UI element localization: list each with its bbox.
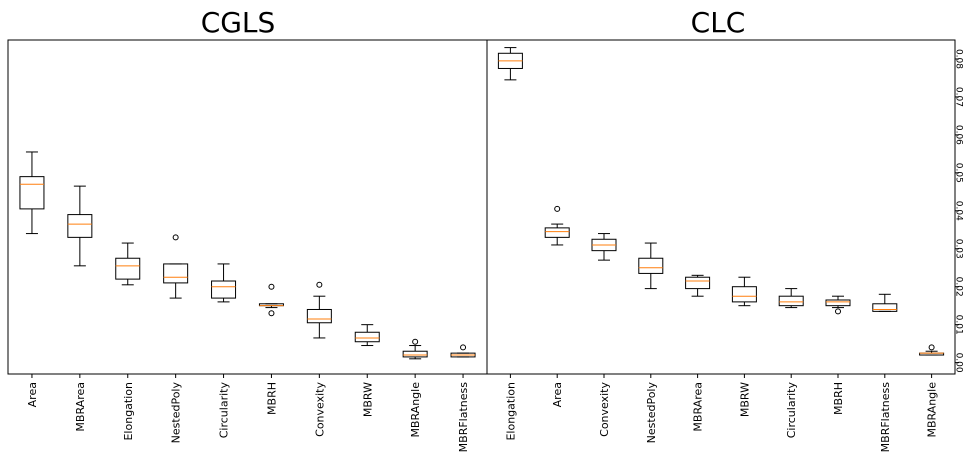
x-tick-label-elongation: Elongation: [122, 382, 135, 441]
panel-title-clc: CLC: [691, 6, 746, 39]
outlier-point: [835, 308, 841, 315]
y-tick-label: 0.08: [953, 49, 963, 69]
x-tick-label-mbrh: MBRH: [832, 382, 845, 415]
clc-box-mbrflatness: [872, 293, 898, 312]
iqr-box: [638, 257, 664, 274]
iqr-box: [354, 331, 380, 343]
clc-box-mbrh: [825, 295, 851, 315]
outlier-point: [172, 234, 179, 241]
x-tick-label-area: Area: [551, 382, 564, 407]
outlier-point: [268, 283, 275, 290]
x-tick-label-elongation: Elongation: [504, 382, 517, 441]
clc-box-mbrangle: [919, 344, 945, 356]
cgls-box-mbrangle: [402, 338, 428, 360]
outlier-point: [412, 338, 419, 345]
cgls-box-nestedpoly: [163, 234, 189, 299]
iqr-box: [306, 308, 332, 324]
clc-box-mbrarea: [685, 274, 711, 297]
y-tick-label: 0.01: [953, 315, 963, 335]
x-tick-label-area: Area: [26, 382, 39, 407]
x-tick-label-mbrw: MBRW: [361, 382, 374, 417]
x-tick-label-mbrflatness: MBRFlatness: [457, 382, 470, 453]
iqr-box: [67, 214, 93, 238]
clc-box-circularity: [778, 288, 804, 309]
outlier-point: [928, 344, 935, 351]
x-tick-label-circularity: Circularity: [218, 382, 231, 439]
cgls-box-area: [19, 151, 45, 235]
clc-box-mbrw: [731, 276, 757, 307]
cgls-box-mbrh: [258, 283, 284, 317]
clc-panel: Elongation Area Convexity NestedPoly MBRArea…: [497, 47, 945, 453]
x-tick-label-mbrflatness: MBRFlatness: [879, 382, 892, 453]
x-tick-label-nestedpoly: NestedPoly: [645, 382, 658, 444]
x-tick-label-mbrh: MBRH: [265, 382, 278, 415]
clc-box-area: [544, 205, 570, 246]
y-tick-label: 0.03: [953, 239, 963, 259]
y-tick-label: 0.04: [953, 201, 963, 221]
y-tick-label: 0.06: [953, 125, 963, 145]
iqr-box: [685, 276, 711, 290]
y-tick-label: 0.05: [953, 163, 963, 183]
iqr-box: [19, 176, 45, 210]
cgls-panel: Area MBRArea Elongation NestedPoly Circulari…: [19, 151, 476, 453]
cgls-box-elongation: [115, 242, 141, 286]
y-tick-label: 0.07: [953, 87, 963, 107]
outlier-point: [460, 344, 467, 351]
cgls-box-circularity: [211, 263, 237, 303]
iqr-box: [872, 303, 898, 312]
cgls-box-convexity: [306, 281, 332, 339]
y-tick-label: 0.00: [953, 353, 963, 373]
clc-box-convexity: [591, 233, 617, 261]
x-tick-label-mbrarea: MBRArea: [74, 382, 87, 432]
outlier-point: [316, 281, 323, 288]
y-axis: 0.00 0.01 0.02 0.03 0.04 0.05 0.06 0.07 0.08: [953, 49, 963, 373]
iqr-box: [402, 350, 428, 358]
x-tick-label-mbrangle: MBRAngle: [409, 382, 422, 438]
x-tick-label-convexity: Convexity: [598, 382, 611, 437]
cgls-box-mbrarea: [67, 185, 93, 267]
iqr-box: [163, 263, 189, 284]
outlier-point: [554, 205, 561, 212]
iqr-box: [731, 286, 757, 303]
iqr-box: [544, 227, 570, 238]
clc-plot-frame: [486, 39, 956, 375]
x-tick-label-circularity: Circularity: [785, 382, 798, 439]
panel-title-cgls: CGLS: [201, 6, 276, 39]
clc-box-nestedpoly: [638, 242, 664, 290]
y-tick-label: 0.02: [953, 277, 963, 297]
x-tick-label-mbrangle: MBRAngle: [926, 382, 939, 438]
cgls-box-mbrw: [354, 324, 380, 347]
clc-box-elongation: [497, 47, 523, 81]
x-tick-label-mbrw: MBRW: [738, 382, 751, 417]
iqr-box: [778, 295, 804, 307]
x-tick-label-nestedpoly: NestedPoly: [170, 382, 183, 444]
x-tick-label-mbrarea: MBRArea: [692, 382, 705, 432]
iqr-box: [115, 257, 141, 280]
iqr-box: [825, 299, 851, 307]
outlier-point: [268, 310, 275, 317]
cgls-box-mbrflatness: [450, 344, 476, 358]
x-tick-label-convexity: Convexity: [313, 382, 326, 437]
iqr-box: [211, 280, 237, 299]
